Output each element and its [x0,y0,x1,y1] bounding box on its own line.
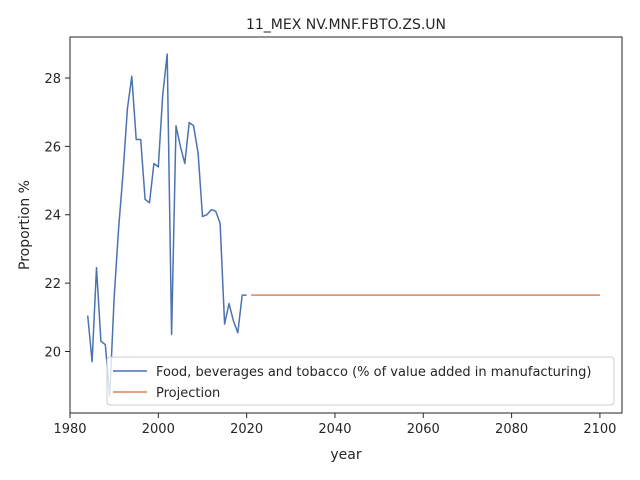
x-tick-label: 1980 [53,422,86,437]
plot-area-frame [69,36,623,414]
series-layer [86,53,600,397]
y-tick-label: 20 [44,345,61,360]
x-tick-label: 2020 [230,422,263,437]
x-tick-label: 2000 [142,422,175,437]
y-axis: 20 22 24 26 28 [44,72,70,360]
x-tick-label: 2040 [318,422,351,437]
series-line-food-beverages-tobacco [86,53,247,397]
legend-label-series: Food, beverages and tobacco (% of value … [156,365,591,380]
x-tick-label: 2080 [495,422,528,437]
y-tick-label: 24 [44,209,61,224]
x-axis: 1980 2000 2020 2040 2060 2080 2100 [53,413,616,437]
x-axis-label: year [330,447,361,463]
x-tick-label: 2100 [583,422,616,437]
legend-label-projection: Projection [156,386,220,401]
y-tick-label: 22 [44,277,61,292]
x-tick-label: 2060 [407,422,440,437]
y-tick-label: 28 [44,72,61,87]
y-tick-label: 26 [44,140,61,155]
legend-box [106,356,615,406]
y-axis-label: Proportion % [17,180,33,270]
chart-title: 11_MEX NV.MNF.FBTO.ZS.UN [246,17,446,33]
legend: Food, beverages and tobacco (% of value … [106,356,615,406]
